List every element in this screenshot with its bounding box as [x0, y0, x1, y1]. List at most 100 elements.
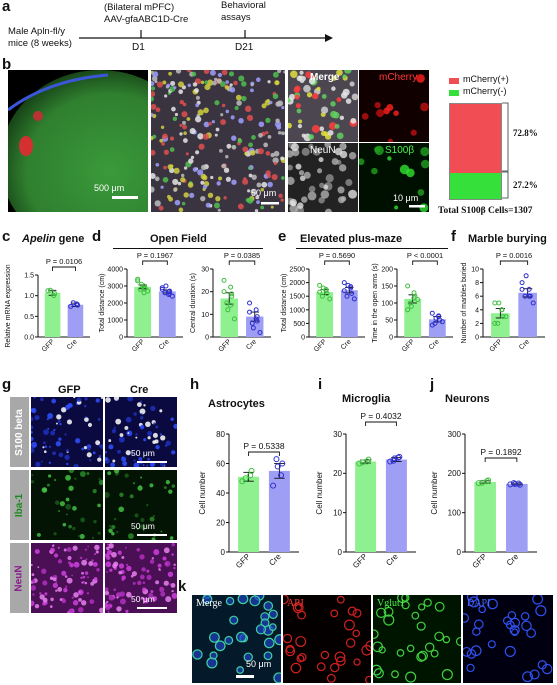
significance-bracket	[228, 260, 256, 265]
cell-mark	[175, 70, 182, 74]
cell-mark	[151, 149, 156, 156]
cell-mark	[423, 598, 432, 607]
cell-mark	[105, 492, 110, 498]
cell-mark	[273, 672, 281, 683]
panel-label-j: j	[430, 376, 435, 393]
y-tick-label: 10	[471, 266, 479, 273]
cell-mark	[140, 476, 143, 479]
s100b-label: S100β	[385, 145, 415, 156]
cell-mark	[80, 576, 83, 579]
cell-mark	[308, 143, 314, 149]
cell-mark	[153, 422, 156, 425]
cell-mark	[376, 109, 385, 118]
cell-mark	[272, 93, 279, 100]
y-tick-label: 50	[385, 317, 393, 324]
cell-mark	[312, 147, 321, 156]
cell-mark	[79, 471, 86, 477]
cell-mark	[140, 400, 143, 403]
cell-mark	[61, 570, 67, 576]
scale-bar-1	[112, 196, 138, 199]
cell-mark	[92, 561, 98, 567]
cell-mark	[78, 607, 84, 613]
x-tick-label: GFP	[471, 552, 489, 570]
cell-mark	[334, 651, 346, 663]
cell-mark	[64, 433, 67, 436]
cell-mark	[155, 580, 160, 585]
cell-mark	[244, 105, 252, 113]
cell-mark	[91, 536, 95, 540]
cell-mark	[330, 609, 339, 618]
pct-neg: 27.2%	[513, 180, 538, 190]
cell-mark	[441, 668, 453, 681]
data-point	[523, 273, 529, 279]
data-point	[500, 314, 506, 320]
cell-mark	[205, 202, 211, 208]
cell-mark	[119, 598, 126, 605]
title-f: Marble burying	[468, 233, 547, 245]
chart-i: 0 10 20 30 Cell number GFP Cre P = 0.4032	[315, 411, 416, 570]
cell-mark	[40, 397, 44, 402]
cell-mark	[468, 596, 480, 608]
cell-mark	[171, 589, 174, 593]
y-tick-label: 0	[457, 548, 462, 557]
cell-mark	[135, 436, 138, 439]
y-tick-label: 0	[338, 548, 343, 557]
data-point	[345, 282, 351, 288]
data-point	[496, 300, 502, 306]
title-c: Apelin gene	[22, 233, 84, 245]
brain-section-svg	[8, 70, 148, 212]
cell-mark	[125, 563, 129, 567]
cell-mark	[221, 70, 228, 76]
chart-j: 0 100 200 300 Cell number GFP Cre P = 0.1892	[430, 430, 537, 570]
data-point	[319, 293, 325, 299]
y-tick-label: 1.5	[24, 272, 34, 279]
cell-mark	[230, 115, 235, 120]
cell-mark	[110, 462, 116, 467]
cell-mark	[146, 503, 149, 507]
x-tick-label: Cre	[245, 338, 258, 351]
cell-mark	[86, 592, 90, 595]
cell-mark	[49, 576, 54, 580]
cell-mark	[95, 398, 100, 403]
cell-mark	[158, 568, 161, 571]
cell-mark	[283, 633, 293, 644]
cell-mark	[133, 462, 140, 467]
data-point	[405, 283, 411, 289]
cell-mark	[42, 446, 45, 449]
cell-mark	[42, 597, 48, 603]
cell-mark	[185, 152, 189, 156]
cell-mark	[183, 166, 188, 170]
cell-mark	[124, 546, 127, 549]
cell-mark	[58, 452, 64, 458]
cell-mark	[106, 600, 109, 604]
data-point	[135, 276, 141, 282]
cell-mark	[83, 446, 88, 450]
cell-mark	[34, 603, 40, 609]
cell-mark	[162, 176, 169, 183]
g-col-gfp: GFP	[58, 384, 81, 396]
bar-gfp	[316, 292, 334, 337]
cell-mark	[200, 173, 207, 180]
k-vglut-label: Vglut1	[377, 598, 405, 609]
mcherry-image: mCherry	[359, 70, 429, 142]
cell-mark	[275, 118, 280, 123]
g-neun-gfp	[31, 543, 103, 613]
cell-mark	[234, 105, 239, 111]
g-iba-cre: 50 μm	[105, 470, 177, 540]
y-tick-label: 4000	[107, 266, 123, 273]
y-axis-label: Cell number	[315, 471, 324, 514]
cell-mark	[324, 143, 331, 148]
cell-mark	[33, 397, 36, 399]
cell-mark	[316, 662, 326, 672]
cell-mark	[265, 151, 271, 156]
cell-mark	[209, 70, 216, 76]
data-point	[242, 475, 249, 482]
cell-mark	[178, 207, 184, 212]
data-point	[279, 460, 286, 467]
data-point	[391, 455, 398, 462]
cell-mark	[141, 567, 146, 572]
significance-bracket	[499, 260, 529, 265]
cell-mark	[224, 85, 230, 90]
cell-mark	[226, 143, 232, 149]
